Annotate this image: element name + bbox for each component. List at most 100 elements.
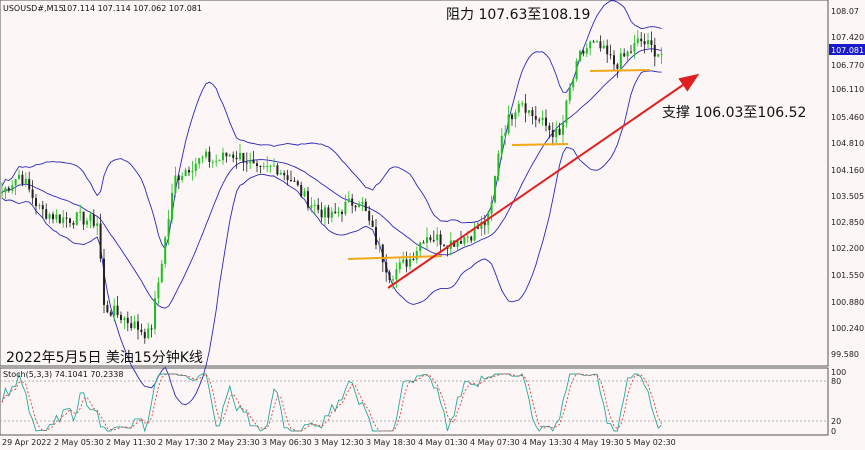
candle-body	[551, 130, 554, 138]
candle-body	[269, 165, 272, 167]
time-tick: 4 May 07:30	[470, 438, 520, 447]
candle-body	[283, 172, 286, 176]
candle-body	[86, 220, 88, 225]
candle-body	[521, 103, 524, 105]
candle-body	[65, 217, 68, 219]
candle-body	[35, 198, 37, 207]
candle-body	[211, 161, 214, 163]
candle-body	[334, 211, 337, 213]
candle-body	[602, 45, 605, 49]
candle-body	[109, 312, 112, 316]
time-tick: 4 May 01:30	[418, 438, 468, 447]
candle-body	[259, 166, 262, 168]
price-tick: 100.240	[831, 324, 864, 333]
candle-body	[477, 227, 479, 229]
candle-body	[392, 279, 394, 281]
candle-body	[500, 135, 503, 154]
candle-body	[568, 87, 571, 101]
candle-body	[313, 204, 316, 206]
candle-body	[514, 112, 517, 120]
price-tick: 102.200	[831, 244, 864, 253]
candle-body	[164, 237, 167, 264]
candle-body	[310, 205, 313, 208]
time-tick: 2 May 23:30	[210, 438, 260, 447]
time-tick: 2 May 17:30	[158, 438, 208, 447]
candle-body	[262, 166, 265, 168]
candle-body	[344, 201, 347, 214]
candle-body	[439, 234, 442, 245]
current-price-value: 107.081	[831, 46, 864, 55]
candle-body	[317, 204, 320, 210]
stochastic-lines	[1, 372, 662, 433]
time-axis: 29 Apr 2022 2 May 05:30 2 May 11:30 2 Ma…	[2, 438, 676, 447]
support-line-2	[511, 143, 569, 146]
price-axis: 108.07 107.420 106.770 106.110 105.460 1…	[831, 7, 864, 359]
price-tick: 103.505	[831, 192, 864, 201]
time-tick: 3 May 12:30	[314, 438, 364, 447]
candle-body	[368, 211, 371, 221]
candle-body	[616, 64, 619, 69]
candle-body	[470, 236, 473, 241]
time-tick: 2 May 05:30	[54, 438, 104, 447]
candle-body	[378, 244, 381, 246]
candle-body	[562, 122, 564, 135]
candle-body	[303, 191, 306, 197]
candle-body	[31, 189, 34, 199]
stoch-header: Stoch(5,3,3) 74.1041 70.2338	[3, 370, 123, 379]
candle-body	[194, 163, 197, 171]
candle-body	[630, 51, 632, 53]
candle-body	[585, 48, 588, 54]
candle-body	[613, 55, 615, 65]
candle-body	[623, 53, 626, 57]
candle-body	[327, 207, 330, 218]
candle-body	[198, 158, 201, 164]
candle-body	[453, 240, 456, 247]
candles	[1, 29, 663, 344]
support-line-1	[347, 255, 443, 260]
candle-body	[62, 217, 65, 224]
candle-body	[167, 219, 170, 238]
candle-body	[24, 179, 27, 185]
candle-body	[579, 51, 581, 61]
candle-body	[633, 42, 636, 52]
candle-body	[660, 53, 663, 55]
candle-body	[11, 185, 14, 191]
candle-body	[494, 175, 496, 203]
candle-body	[351, 198, 354, 206]
candle-body	[228, 154, 231, 157]
candle-body	[123, 317, 126, 320]
candle-body	[534, 115, 537, 120]
candle-body	[4, 187, 7, 193]
candle-body	[320, 209, 323, 218]
candle-body	[463, 237, 466, 244]
candle-body	[201, 156, 204, 159]
candle-body	[218, 160, 221, 162]
candle-body	[150, 328, 153, 330]
current-price-tag	[829, 44, 865, 55]
candle-body	[137, 321, 139, 330]
candle-body	[619, 53, 622, 69]
candle-body	[307, 191, 309, 208]
candle-body	[205, 151, 207, 157]
time-tick: 5 May 02:30	[626, 438, 676, 447]
candle-body	[429, 237, 432, 241]
candle-body	[347, 198, 350, 202]
price-tick: 106.770	[831, 61, 864, 70]
chart-caption: 2022年5月5日 美油15分钟K线	[6, 349, 203, 366]
candle-body	[589, 41, 592, 49]
candle-body	[432, 240, 435, 242]
candle-body	[337, 211, 340, 213]
candle-body	[545, 117, 547, 126]
trend-arrow	[387, 73, 700, 289]
candle-body	[286, 175, 289, 181]
candle-body	[596, 41, 598, 43]
price-tick: 104.160	[831, 166, 864, 175]
candle-body	[21, 174, 24, 185]
candle-body	[38, 205, 41, 207]
candle-body	[96, 223, 99, 226]
candle-body	[419, 242, 422, 251]
candle-body	[599, 41, 602, 49]
candle-body	[572, 79, 575, 88]
candle-body	[41, 205, 44, 210]
